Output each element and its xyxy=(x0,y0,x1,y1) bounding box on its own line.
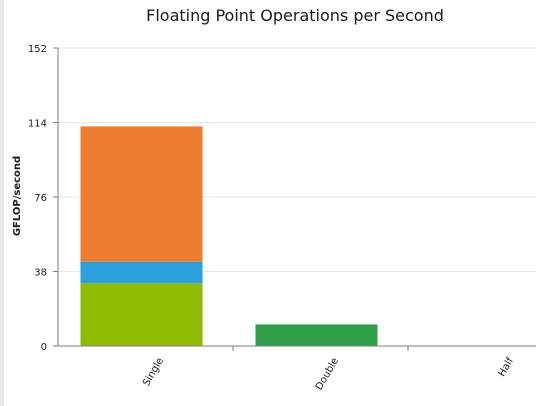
y-axis-ticks: 0 38 76 114 152 xyxy=(28,44,58,353)
y-tick-label: 152 xyxy=(28,44,47,55)
bars xyxy=(80,126,378,346)
chart-title: Floating Point Operations per Second xyxy=(146,6,444,25)
y-tick-label: 38 xyxy=(34,268,47,279)
bar-single-segment-2[interactable] xyxy=(80,126,203,262)
bar-double-segment-3[interactable] xyxy=(255,324,378,346)
y-tick-label: 76 xyxy=(34,193,47,204)
y-axis-title: GFLOP/second xyxy=(12,156,23,236)
y-tick-label: 0 xyxy=(41,342,47,353)
y-tick-label: 114 xyxy=(28,119,47,130)
bar-single-segment-0[interactable] xyxy=(80,283,203,346)
x-tick-label-double: Double xyxy=(314,356,341,392)
x-axis-ticks: Single Double Half xyxy=(141,346,516,392)
left-border xyxy=(0,0,4,406)
x-tick-label-half: Half xyxy=(497,356,517,379)
x-tick-label-single: Single xyxy=(141,356,166,388)
bar-single-segment-1[interactable] xyxy=(80,261,203,284)
